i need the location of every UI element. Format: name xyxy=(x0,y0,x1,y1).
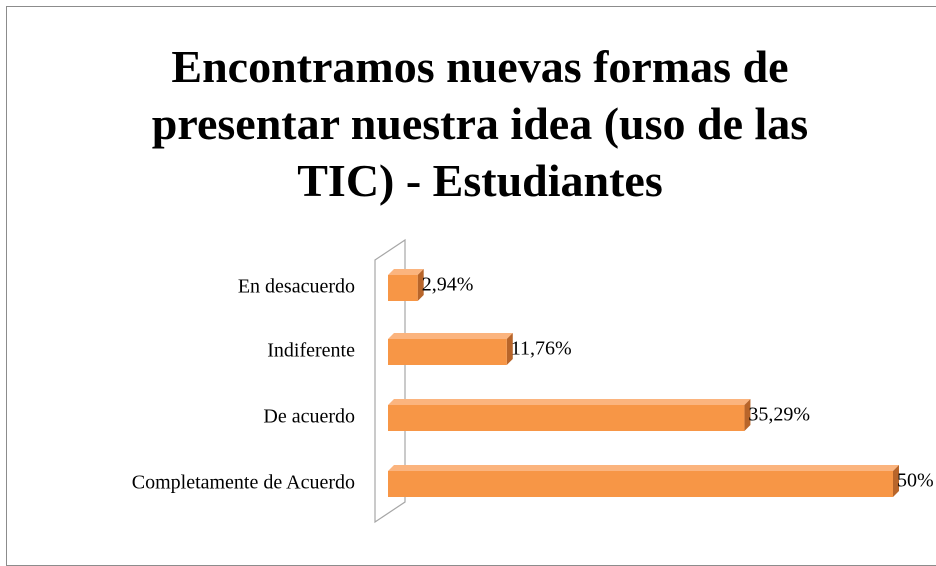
category-label: En desacuerdo xyxy=(238,276,355,298)
bar-top xyxy=(388,269,424,275)
value-label: 11,76% xyxy=(511,338,572,360)
bar-side xyxy=(744,399,751,431)
value-label: 2,94% xyxy=(422,274,474,296)
bar-side xyxy=(417,269,424,301)
bar-side xyxy=(506,333,513,365)
chart-title: Encontramos nuevas formas de presentar n… xyxy=(151,41,809,206)
value-label: 35,29% xyxy=(748,404,810,426)
category-label: De acuerdo xyxy=(263,406,355,428)
bar-top xyxy=(388,399,751,405)
bar xyxy=(388,405,745,431)
bar-top xyxy=(388,465,899,471)
back-wall xyxy=(374,238,406,524)
bar xyxy=(388,339,507,365)
page: {"chart_data": {"type": "bar", "orientat… xyxy=(6,6,936,566)
bar xyxy=(388,471,893,497)
bar-side xyxy=(893,465,899,497)
chart: En desacuerdo 2,94% Indiferente 11,76% De ac… xyxy=(132,238,934,524)
bar-top xyxy=(388,333,513,339)
bar xyxy=(388,275,418,301)
category-label: Completamente de Acuerdo xyxy=(132,472,355,494)
value-label: 50% xyxy=(897,470,934,492)
category-label: Indiferente xyxy=(267,340,355,362)
